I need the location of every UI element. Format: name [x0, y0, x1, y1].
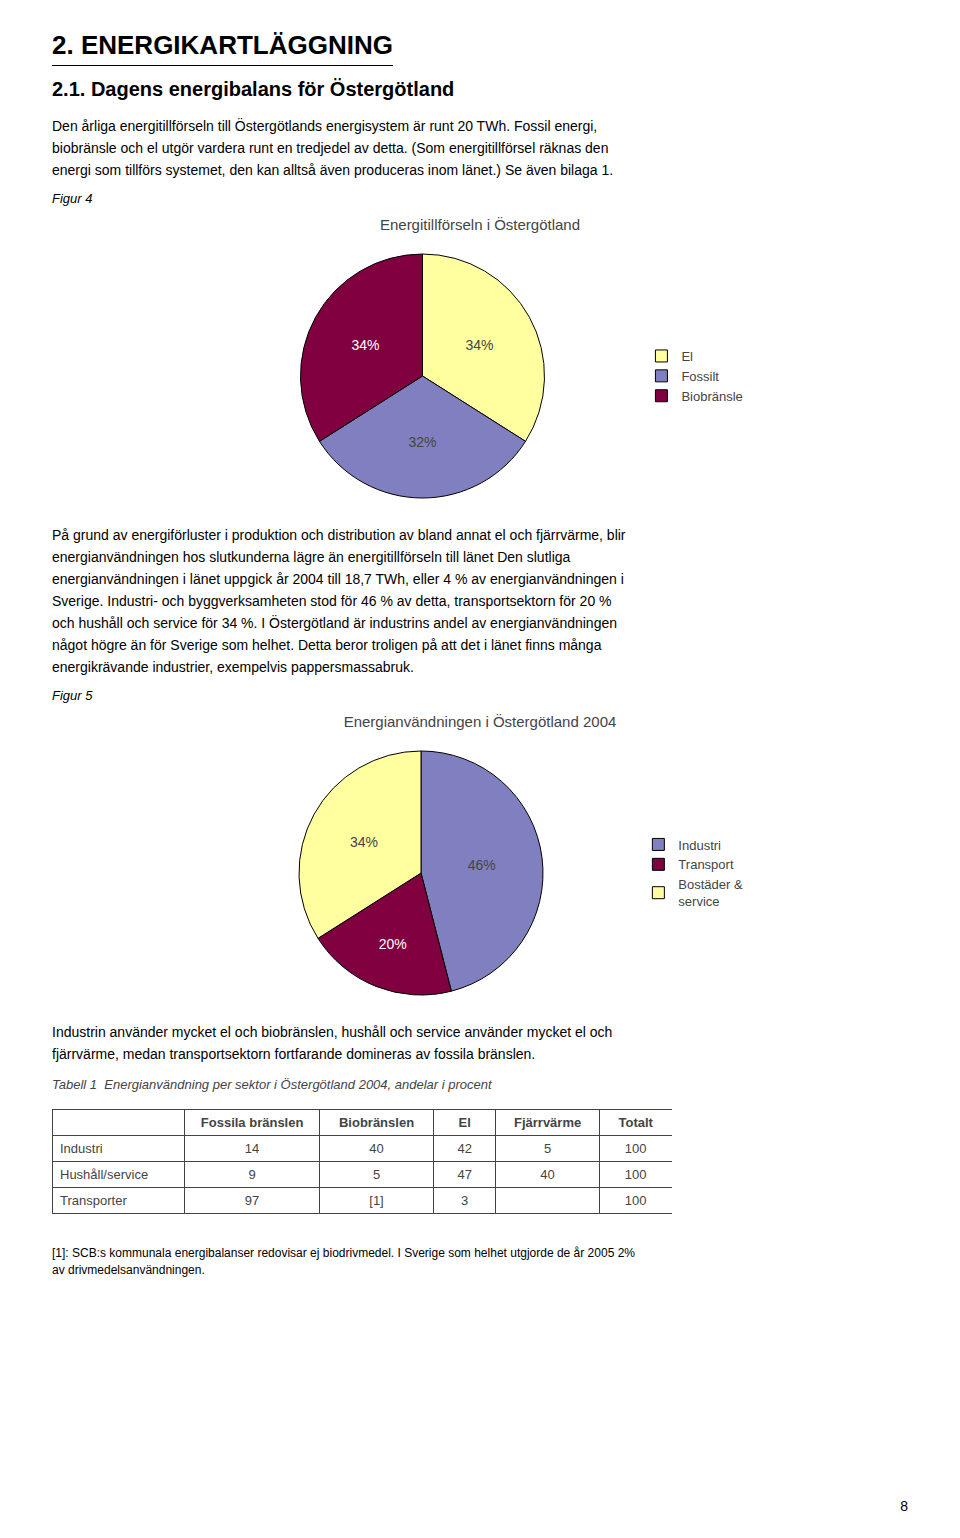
svg-text:42: 42 — [457, 1141, 471, 1156]
svg-text:47: 47 — [457, 1167, 471, 1182]
svg-text:Industri: Industri — [678, 838, 721, 853]
html-text:2. ENERGIKARTLÄGGNING: 2. ENERGIKARTLÄGGNING — [52, 30, 393, 60]
svg-text:46%: 46% — [468, 857, 496, 873]
html-text:[1]: SCB:s kommunala energibal: [1]: SCB:s kommunala energibalanser redo… — [52, 1246, 635, 1260]
html-text:av drivmedelsanvändningen.: av drivmedelsanvändningen. — [52, 1263, 205, 1277]
svg-text:34%: 34% — [350, 834, 378, 850]
svg-text:100: 100 — [625, 1141, 647, 1156]
svg-text:20%: 20% — [379, 936, 407, 952]
html-text:energianvändningen hos slutkun: energianvändningen hos slutkunderna lägr… — [52, 549, 571, 565]
html-text:energianvändningen i länet upp: energianvändningen i länet uppgick år 20… — [52, 571, 624, 587]
svg-text:Biobränsle: Biobränsle — [681, 389, 742, 404]
svg-text:El: El — [458, 1115, 470, 1130]
svg-text:100: 100 — [625, 1193, 647, 1208]
svg-text:Industri: Industri — [60, 1141, 103, 1156]
svg-text:32%: 32% — [408, 434, 436, 450]
html-text:energi som tillförs systemet,: energi som tillförs systemet, den kan al… — [52, 162, 614, 178]
svg-text:40: 40 — [369, 1141, 383, 1156]
svg-text:[1]: [1] — [369, 1193, 383, 1208]
html-text:något högre än för Sverige som: något högre än för Sverige som helhet. D… — [52, 637, 602, 653]
html-text:biobränsle och el utgör varder: biobränsle och el utgör vardera runt en … — [52, 140, 609, 156]
svg-text:5: 5 — [544, 1141, 551, 1156]
html-text:och hushåll och service för 34: och hushåll och service för 34 %. I Öste… — [52, 615, 617, 631]
svg-text:Energitillförseln i Östergötla: Energitillförseln i Östergötland — [380, 216, 580, 233]
html-text:Figur 5: Figur 5 — [52, 688, 93, 703]
html-text:fjärrvärme, medan transportsek: fjärrvärme, medan transportsektorn fortf… — [52, 1046, 536, 1062]
html-text:Industrin använder mycket el o: Industrin använder mycket el och biobrän… — [52, 1024, 613, 1040]
svg-text:Fossilt: Fossilt — [681, 369, 719, 384]
svg-text:Hushåll/service: Hushåll/service — [60, 1167, 148, 1182]
svg-text:Fossila bränslen: Fossila bränslen — [201, 1115, 304, 1130]
svg-text:Totalt: Totalt — [619, 1115, 654, 1130]
svg-text:40: 40 — [540, 1167, 554, 1182]
svg-text:Bostäder &service: Bostäder &service — [678, 877, 743, 909]
svg-text:Fjärrvärme: Fjärrvärme — [514, 1115, 581, 1130]
svg-text:3: 3 — [461, 1193, 468, 1208]
svg-text:5: 5 — [373, 1167, 380, 1182]
html-text:Sverige. Industri- och byggver: Sverige. Industri- och byggverksamheten … — [52, 593, 612, 609]
svg-text:34%: 34% — [352, 337, 380, 353]
svg-text:97: 97 — [245, 1193, 259, 1208]
svg-text:Tabell 1 Energianvändning per: Tabell 1 Energianvändning per sektor i Ö… — [52, 1077, 493, 1092]
html-text:2.1. Dagens energibalans för Ö: 2.1. Dagens energibalans för Östergötlan… — [52, 78, 455, 100]
html-text:energikrävande industrier, exe: energikrävande industrier, exempelvis pa… — [52, 659, 414, 675]
svg-text:Transporter: Transporter — [60, 1193, 127, 1208]
svg-text:14: 14 — [245, 1141, 259, 1156]
svg-text:9: 9 — [248, 1167, 255, 1182]
svg-text:34%: 34% — [465, 337, 493, 353]
html-text:På grund av energiförluster i: På grund av energiförluster i produktion… — [52, 527, 626, 543]
svg-text:Energianvändningen i Östergötl: Energianvändningen i Östergötland 2004 — [344, 713, 617, 730]
html-text:8: 8 — [900, 1498, 908, 1514]
html-text:Figur 4: Figur 4 — [52, 191, 93, 206]
svg-text:Transport: Transport — [678, 857, 734, 872]
html-text:Den årliga energitillförseln t: Den årliga energitillförseln till Österg… — [52, 118, 598, 134]
svg-text:100: 100 — [625, 1167, 647, 1182]
svg-text:El: El — [681, 349, 693, 364]
svg-text:Biobränslen: Biobränslen — [339, 1115, 414, 1130]
